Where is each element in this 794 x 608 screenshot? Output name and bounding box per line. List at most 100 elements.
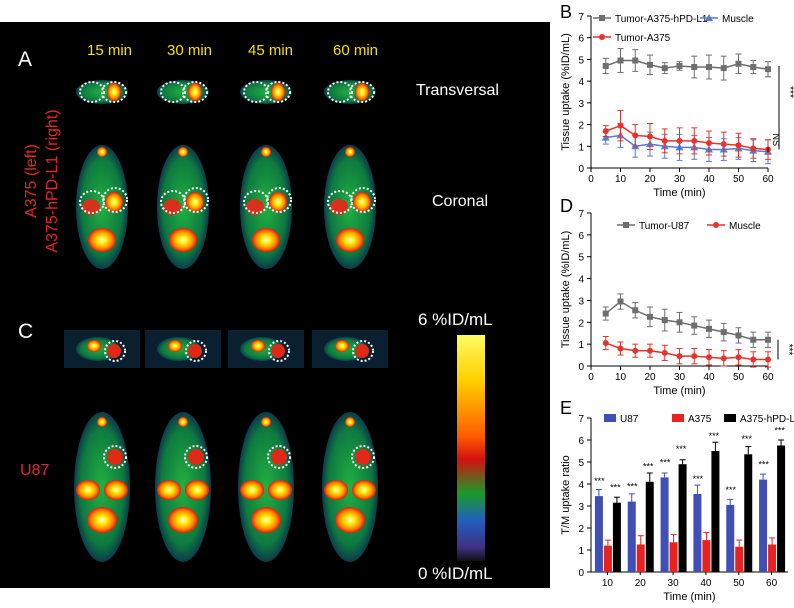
series-line bbox=[605, 300, 768, 341]
y-tick-label: 3 bbox=[578, 502, 584, 513]
hotspot bbox=[345, 147, 355, 157]
kidney-hotspot bbox=[352, 480, 376, 500]
data-point bbox=[623, 222, 629, 228]
tumor-hotspot bbox=[355, 344, 369, 358]
legend-label: U87 bbox=[620, 414, 639, 425]
y-tick-label: 5 bbox=[578, 458, 584, 469]
bar bbox=[645, 481, 654, 572]
data-point bbox=[647, 61, 653, 68]
data-point bbox=[691, 137, 698, 144]
panel-b-label: B bbox=[560, 2, 573, 22]
data-point bbox=[706, 354, 712, 361]
data-point bbox=[602, 310, 609, 317]
x-tick-label: 40 bbox=[703, 174, 715, 185]
tumor-hotspot bbox=[271, 449, 287, 465]
x-tick-label: 10 bbox=[615, 174, 627, 185]
bladder-hotspot bbox=[169, 228, 197, 252]
data-point bbox=[735, 332, 742, 339]
bar bbox=[678, 464, 687, 572]
significance-label: *** bbox=[660, 457, 671, 467]
kidney-hotspot bbox=[240, 480, 264, 500]
significance-label: *** bbox=[741, 434, 752, 444]
x-axis-title: Time (min) bbox=[653, 187, 705, 199]
data-point bbox=[706, 325, 712, 332]
label-a375-left: A375 (left) bbox=[23, 144, 40, 218]
significance-label: NS bbox=[771, 134, 781, 147]
bar bbox=[711, 451, 720, 572]
scale-max-label: 6 %ID/mL bbox=[418, 310, 493, 329]
tumor-hotspot bbox=[246, 199, 264, 215]
legend-label: Tumor-A375-hPD-L1 bbox=[615, 14, 708, 25]
significance-label: *** bbox=[784, 86, 794, 98]
tumor-hotspot bbox=[355, 449, 371, 465]
hotspot bbox=[87, 340, 101, 352]
x-tick-label: 20 bbox=[635, 578, 647, 589]
roi-circle bbox=[101, 81, 127, 103]
data-point bbox=[735, 354, 742, 361]
data-point bbox=[632, 347, 639, 354]
data-point bbox=[720, 355, 727, 362]
data-point bbox=[765, 336, 771, 343]
bar bbox=[693, 493, 702, 572]
kidney-hotspot bbox=[268, 480, 292, 500]
data-point bbox=[765, 356, 771, 363]
hotspot bbox=[97, 417, 107, 427]
data-point bbox=[602, 128, 609, 135]
pet-image-panel: A C 15 min 30 min 45 min 60 min Transver… bbox=[0, 22, 550, 588]
data-point bbox=[706, 64, 712, 71]
y-tick-label: 6 bbox=[578, 436, 584, 447]
data-point bbox=[599, 34, 605, 40]
data-point bbox=[750, 145, 757, 152]
data-point bbox=[690, 143, 699, 151]
roi-circle bbox=[327, 190, 353, 214]
data-point bbox=[749, 146, 758, 154]
y-tick-label: 0 bbox=[578, 362, 584, 373]
significance-label: *** bbox=[627, 482, 638, 492]
tumor-hotspot bbox=[355, 83, 369, 101]
legend-swatch bbox=[604, 414, 616, 422]
series-line bbox=[605, 124, 769, 151]
x-tick-label: 60 bbox=[766, 578, 778, 589]
hotspot bbox=[178, 147, 188, 157]
roi-circle bbox=[102, 187, 128, 213]
bar bbox=[702, 540, 711, 572]
data-point bbox=[675, 143, 684, 151]
x-tick-label: 30 bbox=[674, 372, 686, 383]
data-point bbox=[750, 356, 757, 363]
bar bbox=[744, 454, 753, 572]
legend-label: Muscle bbox=[722, 14, 754, 25]
data-point bbox=[632, 57, 639, 64]
data-point bbox=[765, 66, 771, 73]
kidney-hotspot bbox=[104, 480, 128, 500]
data-point bbox=[750, 336, 757, 343]
roi-circle bbox=[79, 190, 105, 214]
bar bbox=[726, 504, 735, 572]
hotspot bbox=[261, 417, 271, 427]
time-point-60: 60 min bbox=[333, 42, 379, 59]
x-tick-label: 40 bbox=[700, 578, 712, 589]
series-line bbox=[605, 59, 769, 70]
y-tick-label: 5 bbox=[578, 55, 584, 66]
roi-circle bbox=[266, 187, 292, 213]
data-point bbox=[631, 142, 640, 150]
roi-circle bbox=[350, 187, 376, 213]
panel-a-label: A bbox=[18, 48, 33, 71]
x-tick-label: 0 bbox=[588, 174, 594, 185]
data-point bbox=[617, 345, 624, 352]
data-point bbox=[661, 65, 668, 72]
roi-circle bbox=[79, 81, 105, 103]
y-tick-label: 4 bbox=[578, 77, 584, 88]
bar bbox=[594, 496, 603, 572]
x-tick-label: 20 bbox=[644, 174, 656, 185]
data-point bbox=[691, 64, 698, 71]
roi-circle bbox=[104, 340, 126, 362]
tumor-hotspot bbox=[330, 199, 348, 215]
scale-min-label: 0 %ID/mL bbox=[418, 564, 493, 583]
legend-label: A375-hPD-L1 bbox=[740, 414, 794, 425]
tumor-hotspot bbox=[107, 449, 123, 465]
tumor-hotspot bbox=[107, 344, 121, 358]
significance-label: *** bbox=[783, 344, 794, 356]
tumor-hotspot bbox=[188, 344, 202, 358]
tumor-hotspot bbox=[82, 199, 100, 215]
tumor-hotspot bbox=[188, 449, 204, 465]
